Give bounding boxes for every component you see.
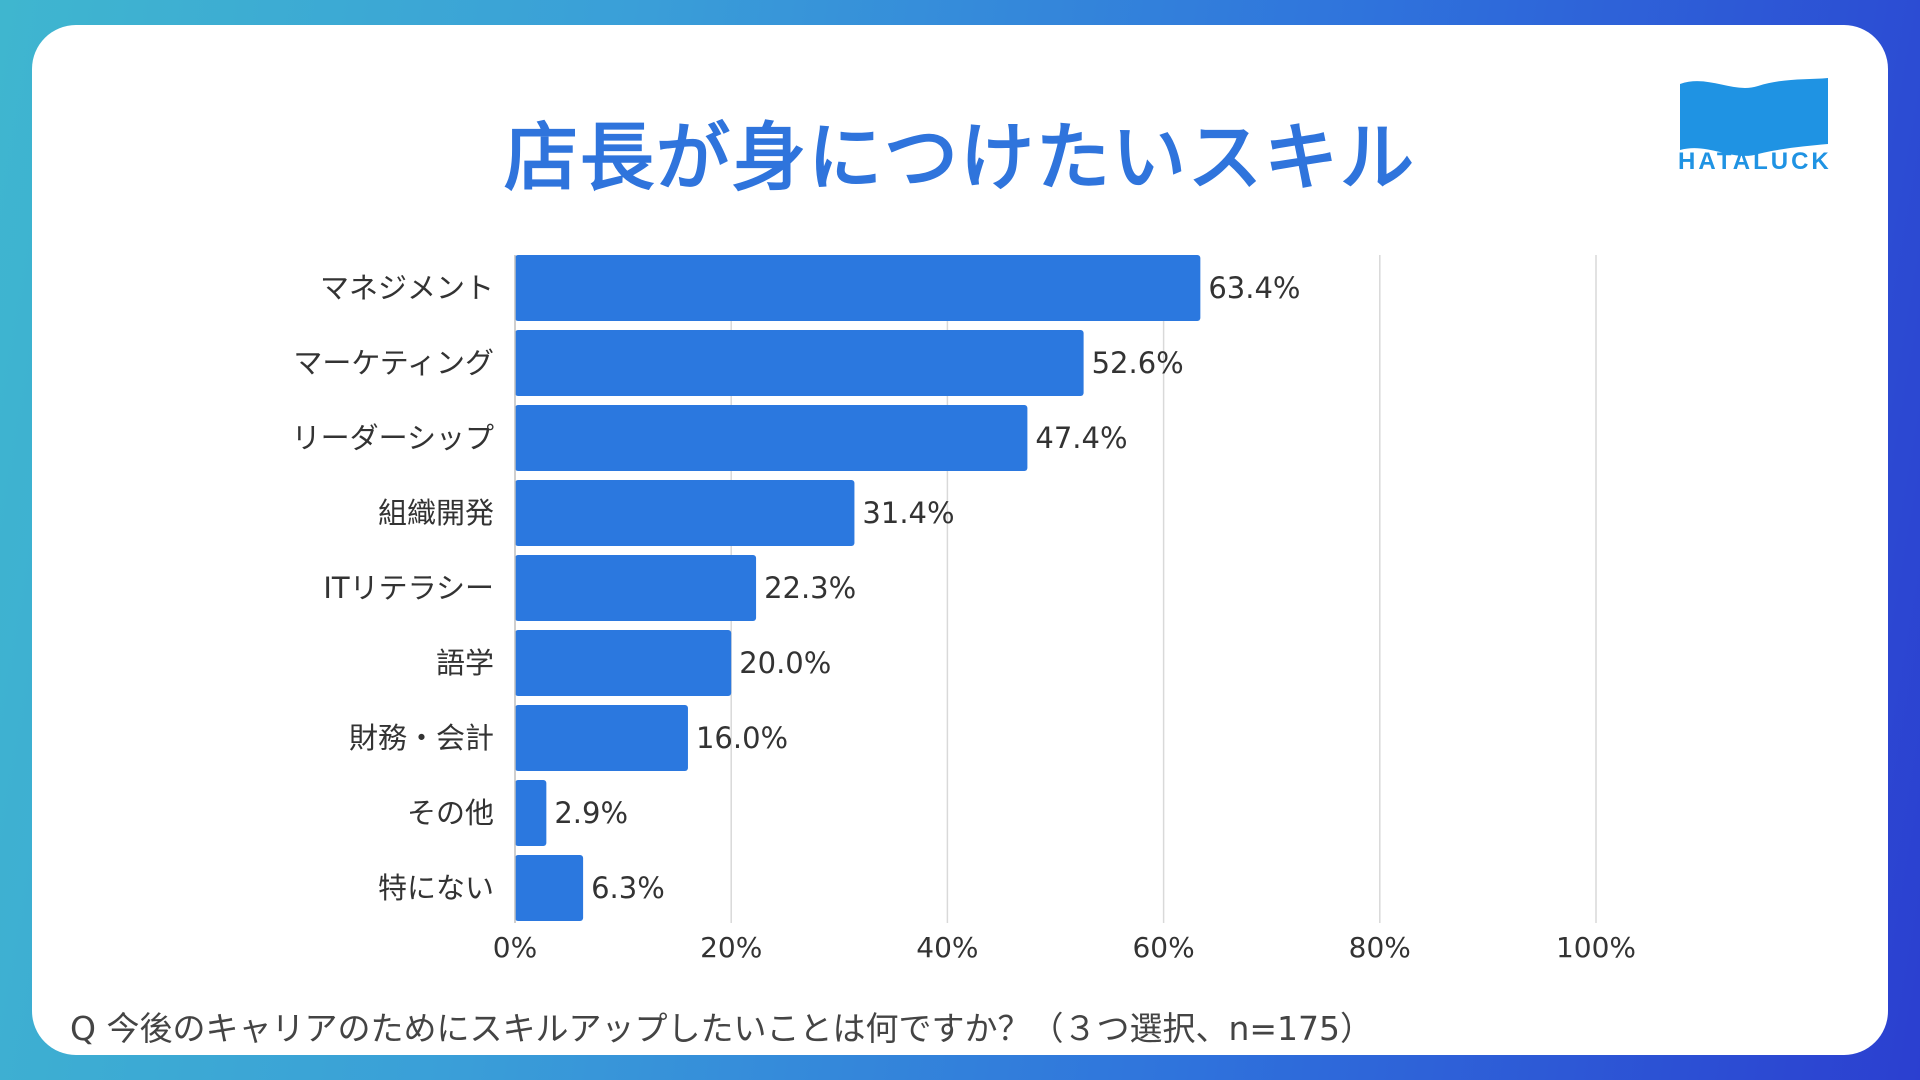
- x-tick-label: 60%: [1132, 931, 1194, 964]
- bar: [515, 855, 584, 921]
- x-tick-label: 100%: [1556, 931, 1636, 964]
- bar: [515, 705, 688, 771]
- bar: [515, 480, 855, 546]
- value-label: 20.0%: [739, 646, 831, 680]
- logo-text: HATALUCK: [1678, 148, 1832, 175]
- bar: [515, 630, 732, 696]
- hataluck-flag-logo-icon: [1680, 78, 1828, 156]
- bar: [515, 330, 1084, 396]
- value-label: 47.4%: [1035, 421, 1127, 455]
- value-label: 22.3%: [764, 571, 856, 605]
- category-label: その他: [407, 796, 494, 830]
- category-label: 特にない: [378, 871, 494, 905]
- category-label: マネジメント: [320, 271, 494, 305]
- category-label: 組織開発: [378, 496, 494, 530]
- bar: [515, 405, 1028, 471]
- bar: [515, 555, 757, 621]
- category-label: ITリテラシー: [323, 571, 494, 605]
- category-label: リーダーシップ: [292, 421, 494, 455]
- value-label: 52.6%: [1092, 346, 1184, 380]
- bar: [515, 255, 1201, 321]
- x-tick-label: 80%: [1349, 931, 1411, 964]
- x-tick-label: 0%: [493, 931, 537, 964]
- chart-card: [32, 25, 1888, 1055]
- value-label: 6.3%: [591, 871, 665, 905]
- value-label: 31.4%: [862, 496, 954, 530]
- value-label: 2.9%: [554, 796, 628, 830]
- value-label: 63.4%: [1208, 271, 1300, 305]
- bar: [515, 780, 547, 846]
- category-label: 財務・会計: [349, 721, 494, 755]
- category-label: マーケティング: [293, 346, 494, 380]
- survey-question: Q 今後のキャリアのためにスキルアップしたいことは何ですか？（３つ選択、n=17…: [70, 1009, 1374, 1048]
- x-tick-label: 40%: [916, 931, 978, 964]
- value-label: 16.0%: [696, 721, 788, 755]
- category-label: 語学: [436, 646, 494, 680]
- x-tick-label: 20%: [700, 931, 762, 964]
- chart-title: 店長が身につけたいスキル: [504, 115, 1416, 201]
